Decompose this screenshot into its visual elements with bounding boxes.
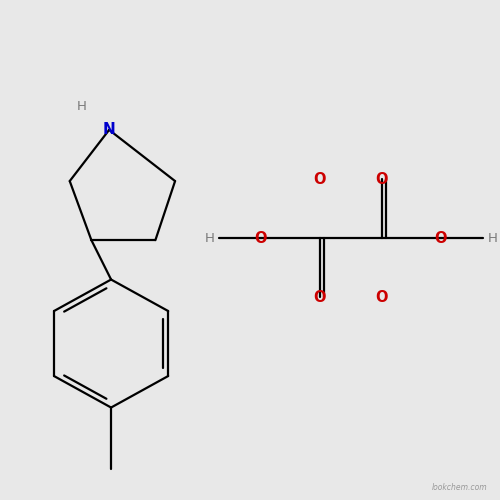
- Text: H: H: [488, 232, 498, 244]
- Text: O: O: [434, 230, 447, 246]
- Text: H: H: [204, 232, 214, 244]
- Text: O: O: [376, 172, 388, 186]
- Text: lookchem.com: lookchem.com: [432, 483, 487, 492]
- Text: O: O: [376, 290, 388, 305]
- Text: H: H: [76, 100, 86, 112]
- Text: O: O: [314, 172, 326, 186]
- Text: O: O: [314, 290, 326, 305]
- Text: O: O: [254, 230, 267, 246]
- Text: N: N: [102, 122, 116, 138]
